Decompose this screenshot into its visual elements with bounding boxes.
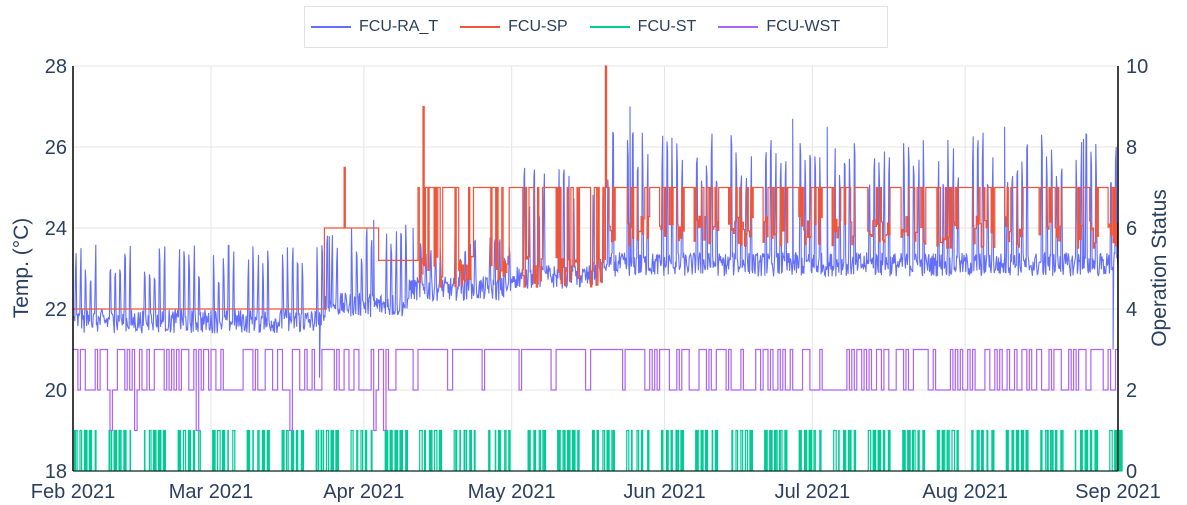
y-right-tick-label: 8	[1126, 137, 1137, 159]
legend: FCU-RA_T FCU-SP FCU-ST FCU-WST	[304, 6, 888, 48]
legend-swatch	[589, 26, 630, 28]
legend-label: FCU-SP	[508, 18, 568, 35]
y-left-tick-label: 24	[45, 218, 67, 240]
y-right-tick-label: 10	[1126, 56, 1148, 78]
y-right-tick-label: 0	[1126, 461, 1137, 483]
legend-swatch	[460, 26, 501, 28]
legend-item-fcu-wst[interactable]: FCU-WST	[718, 18, 840, 36]
y-axis-left-label: Temp. (°C)	[10, 218, 33, 319]
legend-swatch	[718, 26, 759, 28]
legend-swatch	[311, 26, 351, 28]
legend-item-fcu-sp[interactable]: FCU-SP	[460, 18, 568, 36]
y-right-tick-label: 4	[1126, 299, 1137, 321]
x-tick-label: Mar 2021	[169, 481, 254, 503]
legend-label: FCU-RA_T	[359, 18, 439, 35]
x-tick-label: Jun 2021	[623, 481, 705, 503]
legend-label: FCU-ST	[637, 18, 697, 35]
x-tick-label: Apr 2021	[323, 481, 404, 503]
x-tick-label: Aug 2021	[922, 481, 1008, 503]
legend-item-fcu-st[interactable]: FCU-ST	[589, 18, 697, 36]
x-tick-label: Jul 2021	[775, 481, 851, 503]
y-left-tick-label: 28	[45, 56, 67, 78]
x-tick-label: Sep 2021	[1075, 481, 1161, 503]
x-tick-label: May 2021	[468, 481, 556, 503]
y-left-tick-label: 22	[45, 299, 67, 321]
legend-label: FCU-WST	[766, 18, 841, 35]
y-left-tick-label: 18	[45, 461, 67, 483]
y-axis-right-label: Operation Status	[1148, 189, 1171, 347]
series-fcu-ra-t	[72, 106, 1119, 378]
y-left-tick-label: 26	[45, 137, 67, 159]
series-fcu-sp	[73, 65, 1119, 310]
y-left-tick-label: 20	[45, 380, 67, 402]
axes: Feb 2021 Mar 2021 Apr 2021 May 2021 Jun 2021…	[31, 56, 1161, 503]
legend-item-fcu-ra-t[interactable]: FCU-RA_T	[311, 18, 438, 36]
y-right-tick-label: 2	[1126, 380, 1137, 402]
series-fcu-wst	[73, 348, 1118, 432]
y-right-tick-label: 6	[1126, 218, 1137, 240]
x-tick-label: Feb 2021	[31, 481, 116, 503]
